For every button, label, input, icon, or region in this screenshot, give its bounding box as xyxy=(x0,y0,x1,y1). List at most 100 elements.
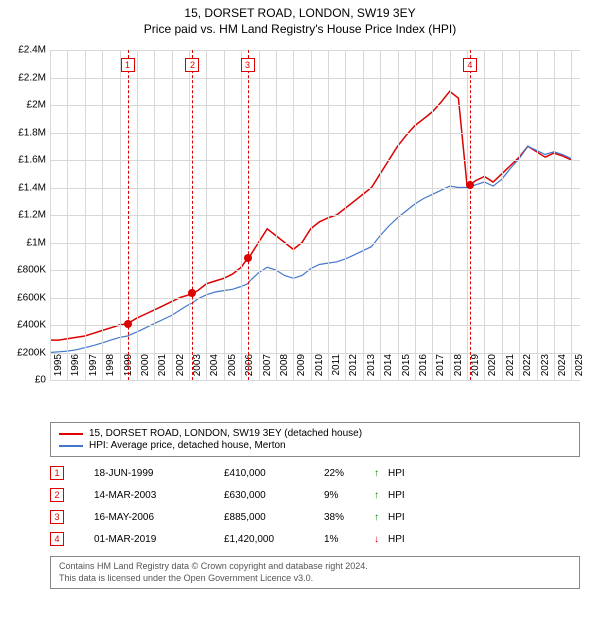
footer-box: Contains HM Land Registry data © Crown c… xyxy=(50,556,580,589)
sale-marker-dot xyxy=(188,289,196,297)
gridline-vert xyxy=(102,50,103,380)
y-axis-label: £1.8M xyxy=(6,127,46,138)
x-axis-label: 2004 xyxy=(209,354,220,384)
x-axis-label: 2009 xyxy=(296,354,307,384)
x-axis-label: 2012 xyxy=(348,354,359,384)
gridline-horiz xyxy=(50,160,580,161)
transaction-price: £410,000 xyxy=(224,468,324,479)
x-axis-label: 2001 xyxy=(157,354,168,384)
gridline-vert xyxy=(363,50,364,380)
y-axis-label: £1.4M xyxy=(6,182,46,193)
gridline-vert xyxy=(67,50,68,380)
transaction-price: £1,420,000 xyxy=(224,534,324,545)
transaction-metric: HPI xyxy=(388,534,405,545)
y-axis-label: £600K xyxy=(6,292,46,303)
gridline-vert xyxy=(85,50,86,380)
transaction-row: 401-MAR-2019£1,420,0001%↓HPI xyxy=(50,528,580,550)
gridline-horiz xyxy=(50,298,580,299)
gridline-vert xyxy=(502,50,503,380)
x-axis-label: 2017 xyxy=(435,354,446,384)
transactions-table: 118-JUN-1999£410,00022%↑HPI214-MAR-2003£… xyxy=(50,462,580,550)
x-axis-label: 1998 xyxy=(105,354,116,384)
gridline-horiz xyxy=(50,50,580,51)
gridline-vert xyxy=(50,50,51,380)
gridline-horiz xyxy=(50,78,580,79)
x-axis-label: 2025 xyxy=(574,354,585,384)
footer-line-1: Contains HM Land Registry data © Crown c… xyxy=(59,561,571,573)
sale-marker-dot xyxy=(466,181,474,189)
transaction-metric: HPI xyxy=(388,490,405,501)
title-line-2: Price paid vs. HM Land Registry's House … xyxy=(0,22,600,38)
y-axis-label: £0 xyxy=(6,375,46,386)
gridline-horiz xyxy=(50,243,580,244)
transaction-pct: 38% xyxy=(324,512,374,523)
gridline-vert xyxy=(432,50,433,380)
x-axis-label: 2013 xyxy=(366,354,377,384)
transaction-pct: 1% xyxy=(324,534,374,545)
gridline-vert xyxy=(276,50,277,380)
x-axis-label: 2019 xyxy=(470,354,481,384)
y-axis-label: £1.6M xyxy=(6,155,46,166)
y-axis-label: £800K xyxy=(6,265,46,276)
sale-marker-box: 4 xyxy=(463,58,477,72)
gridline-vert xyxy=(206,50,207,380)
gridline-vert xyxy=(120,50,121,380)
gridline-vert xyxy=(380,50,381,380)
transaction-arrow-icon: ↓ xyxy=(374,534,388,545)
gridline-horiz xyxy=(50,105,580,106)
legend-label-hpi: HPI: Average price, detached house, Mert… xyxy=(89,440,286,451)
y-axis-label: £400K xyxy=(6,320,46,331)
x-axis-label: 2021 xyxy=(505,354,516,384)
sale-marker-box: 2 xyxy=(185,58,199,72)
legend-box: 15, DORSET ROAD, LONDON, SW19 3EY (detac… xyxy=(50,422,580,457)
legend-swatch-hpi xyxy=(59,445,83,447)
gridline-vert xyxy=(137,50,138,380)
sale-marker-line xyxy=(128,50,129,380)
x-axis-label: 2015 xyxy=(401,354,412,384)
legend-swatch-property xyxy=(59,433,83,435)
y-axis-label: £2.2M xyxy=(6,72,46,83)
transaction-arrow-icon: ↑ xyxy=(374,512,388,523)
transaction-row: 118-JUN-1999£410,00022%↑HPI xyxy=(50,462,580,484)
gridline-horiz xyxy=(50,133,580,134)
x-axis-label: 2020 xyxy=(487,354,498,384)
title-line-1: 15, DORSET ROAD, LONDON, SW19 3EY xyxy=(0,6,600,22)
transaction-arrow-icon: ↑ xyxy=(374,490,388,501)
x-axis-label: 2006 xyxy=(244,354,255,384)
chart-title-block: 15, DORSET ROAD, LONDON, SW19 3EY Price … xyxy=(0,0,600,37)
sale-marker-dot xyxy=(124,320,132,328)
x-axis-label: 2007 xyxy=(262,354,273,384)
gridline-horiz xyxy=(50,188,580,189)
gridline-vert xyxy=(311,50,312,380)
transaction-price: £885,000 xyxy=(224,512,324,523)
gridline-vert xyxy=(450,50,451,380)
transaction-date: 14-MAR-2003 xyxy=(94,490,224,501)
gridline-vert xyxy=(172,50,173,380)
y-axis-label: £2.4M xyxy=(6,45,46,56)
transaction-date: 16-MAY-2006 xyxy=(94,512,224,523)
gridline-vert xyxy=(154,50,155,380)
transaction-num-box: 3 xyxy=(50,510,64,524)
x-axis-label: 2014 xyxy=(383,354,394,384)
gridline-vert xyxy=(519,50,520,380)
price-chart: £0£200K£400K£600K£800K£1M£1.2M£1.4M£1.6M… xyxy=(50,50,580,380)
x-axis-label: 2002 xyxy=(175,354,186,384)
sale-marker-dot xyxy=(244,254,252,262)
sale-marker-box: 1 xyxy=(121,58,135,72)
x-axis-label: 1997 xyxy=(88,354,99,384)
transaction-price: £630,000 xyxy=(224,490,324,501)
transaction-date: 01-MAR-2019 xyxy=(94,534,224,545)
transaction-num-box: 2 xyxy=(50,488,64,502)
gridline-vert xyxy=(484,50,485,380)
x-axis-label: 2000 xyxy=(140,354,151,384)
y-axis-label: £1.2M xyxy=(6,210,46,221)
gridline-vert xyxy=(293,50,294,380)
legend-label-property: 15, DORSET ROAD, LONDON, SW19 3EY (detac… xyxy=(89,428,362,439)
gridline-vert xyxy=(571,50,572,380)
legend-row-property: 15, DORSET ROAD, LONDON, SW19 3EY (detac… xyxy=(59,428,571,439)
x-axis-label: 2022 xyxy=(522,354,533,384)
sale-marker-line xyxy=(470,50,471,380)
transaction-metric: HPI xyxy=(388,512,405,523)
gridline-horiz xyxy=(50,215,580,216)
x-axis-label: 2018 xyxy=(453,354,464,384)
